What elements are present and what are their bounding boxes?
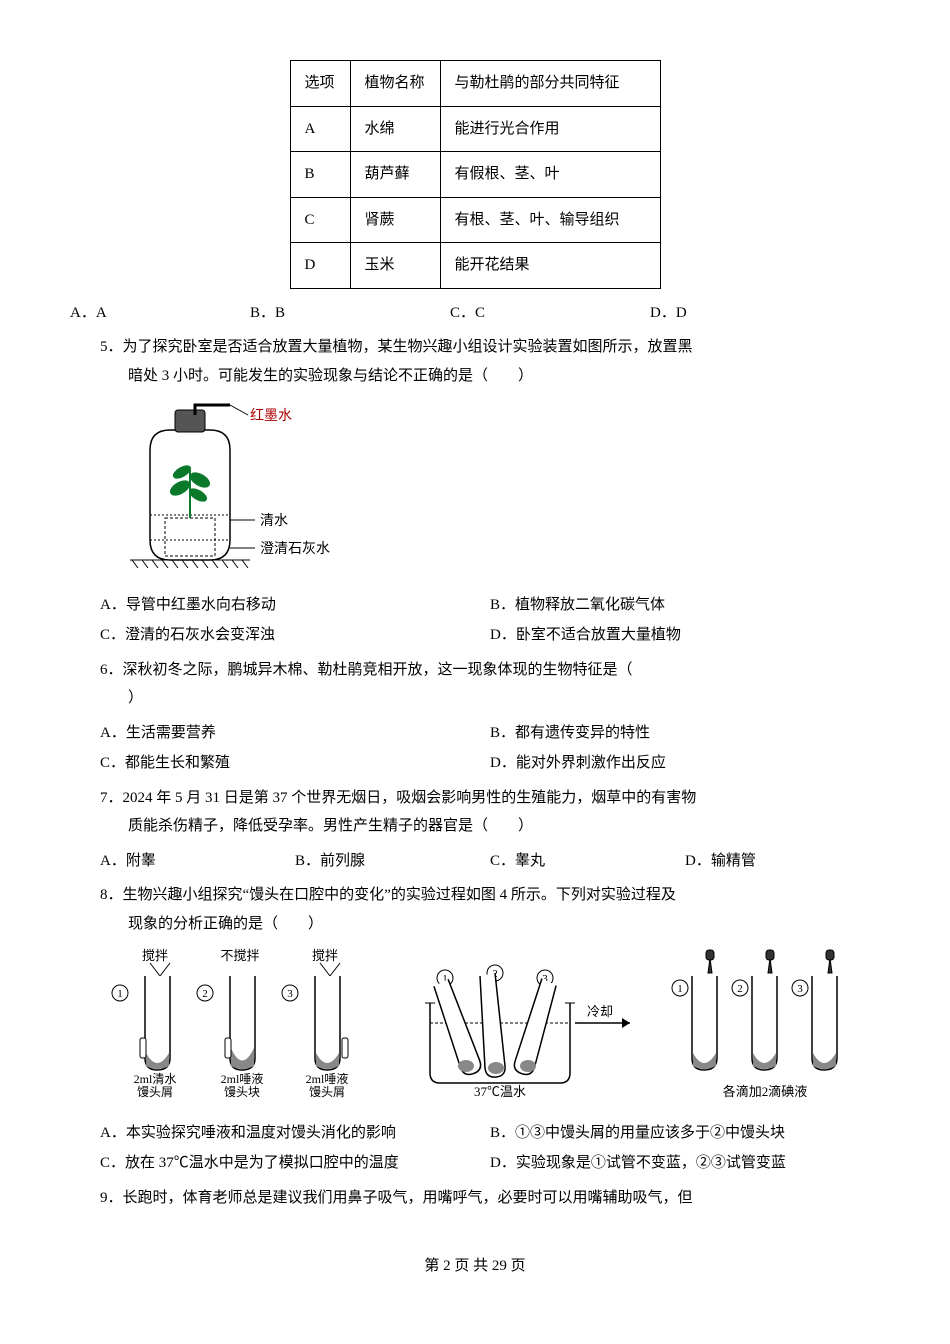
- q4-opt-d: D．D: [650, 299, 880, 328]
- label-water: 清水: [260, 513, 288, 529]
- svg-text:3: 3: [287, 988, 293, 1000]
- q5-stem-line2: 暗处 3 小时。可能发生的实验现象与结论不正确的是（ ）: [100, 362, 880, 391]
- q5-opt-c: C．澄清的石灰水会变浑浊: [100, 621, 490, 650]
- svg-text:1: 1: [677, 983, 683, 995]
- q7-stem-line2: 质能杀伤精子，降低受孕率。男性产生精子的器官是（ ）: [100, 812, 880, 841]
- q5-stem-line1: 5．为了探究卧室是否适合放置大量植物，某生物兴趣小组设计实验装置如图所示，放置黑: [100, 333, 880, 362]
- q5-opt-d: D．卧室不适合放置大量植物: [490, 621, 880, 650]
- svg-text:馒头块: 馒头块: [224, 1085, 260, 1098]
- svg-text:冷却: 冷却: [587, 1004, 613, 1019]
- q4-table: 选项 植物名称 与勒杜鹃的部分共同特征 A 水绵 能进行光合作用 B 葫芦藓 有…: [290, 60, 661, 289]
- q8-stem-line1: 8．生物兴趣小组探究“馒头在口腔中的变化”的实验过程如图 4 所示。下列对实验过…: [100, 881, 880, 910]
- table-row: D 玉米 能开花结果: [290, 243, 660, 289]
- page-footer: 第 2 页 共 29 页: [70, 1252, 880, 1281]
- svg-text:1: 1: [117, 988, 123, 1000]
- svg-text:2: 2: [737, 983, 743, 995]
- svg-text:2: 2: [202, 988, 208, 1000]
- q9-stem-line1: 9．长跑时，体育老师总是建议我们用鼻子吸气，用嘴呼气，必要时可以用嘴辅助吸气，但: [100, 1184, 880, 1213]
- svg-text:馒头屑: 馒头屑: [309, 1085, 345, 1098]
- q8-opt-c: C．放在 37℃温水中是为了模拟口腔中的温度: [100, 1149, 490, 1178]
- q9: 9．长跑时，体育老师总是建议我们用鼻子吸气，用嘴呼气，必要时可以用嘴辅助吸气，但: [100, 1184, 880, 1213]
- th-option: 选项: [290, 61, 350, 107]
- svg-text:3: 3: [797, 983, 803, 995]
- table-row: C 肾蕨 有根、茎、叶、输导组织: [290, 197, 660, 243]
- q8-opts-row1: A．本实验探究唾液和温度对馒头消化的影响 B．①③中馒头屑的用量应该多于②中馒头…: [70, 1119, 880, 1148]
- q6-stem-line2: ）: [100, 684, 880, 713]
- q5-opts-row1: A．导管中红墨水向右移动 B．植物释放二氧化碳气体: [70, 591, 880, 620]
- svg-text:2ml清水: 2ml清水: [134, 1072, 177, 1086]
- th-trait: 与勒杜鹃的部分共同特征: [440, 61, 660, 107]
- q8-opts-row2: C．放在 37℃温水中是为了模拟口腔中的温度 D．实验现象是①试管不变蓝，②③试…: [70, 1149, 880, 1178]
- q6-opts-row1: A．生活需要营养 B．都有遗传变异的特性: [70, 719, 880, 748]
- svg-text:馒头屑: 馒头屑: [137, 1085, 173, 1098]
- label-red-ink: 红墨水: [250, 408, 292, 424]
- q6-opt-d: D．能对外界刺激作出反应: [490, 749, 880, 778]
- svg-text:搅拌: 搅拌: [142, 948, 168, 963]
- q8-figure: 搅拌 不搅拌 搅拌 1 2 3 2ml清水 馒头屑 2ml唾: [100, 948, 880, 1109]
- label-limewater: 澄清石灰水: [260, 541, 330, 557]
- q5-figure: 红墨水 清水 澄清石灰水: [120, 400, 880, 581]
- q5-opts-row2: C．澄清的石灰水会变浑浊 D．卧室不适合放置大量植物: [70, 621, 880, 650]
- q6-stem-line1: 6．深秋初冬之际，鹏城异木棉、勒杜鹃竞相开放，这一现象体现的生物特征是（: [100, 656, 880, 685]
- svg-text:2ml唾液: 2ml唾液: [306, 1071, 349, 1086]
- q4-opt-a: A．A: [70, 299, 250, 328]
- q8: 8．生物兴趣小组探究“馒头在口腔中的变化”的实验过程如图 4 所示。下列对实验过…: [100, 881, 880, 938]
- q4-opt-b: B．B: [250, 299, 450, 328]
- q6-opts-row2: C．都能生长和繁殖 D．能对外界刺激作出反应: [70, 749, 880, 778]
- q6-opt-a: A．生活需要营养: [100, 719, 490, 748]
- svg-text:搅拌: 搅拌: [312, 948, 338, 963]
- q7-opt-a: A．附睾: [100, 847, 295, 876]
- q7-opt-c: C．睾丸: [490, 847, 685, 876]
- q5-opt-a: A．导管中红墨水向右移动: [100, 591, 490, 620]
- svg-text:不搅拌: 不搅拌: [220, 948, 259, 963]
- q4-opt-c: C．C: [450, 299, 650, 328]
- flask-diagram-icon: 红墨水 清水 澄清石灰水: [120, 400, 360, 570]
- q7-stem-line1: 7．2024 年 5 月 31 日是第 37 个世界无烟日，吸烟会影响男性的生殖…: [100, 784, 880, 813]
- q6-opt-c: C．都能生长和繁殖: [100, 749, 490, 778]
- q7-opt-b: B．前列腺: [295, 847, 490, 876]
- test-tube-diagram-icon: 搅拌 不搅拌 搅拌 1 2 3 2ml清水 馒头屑 2ml唾: [100, 948, 880, 1098]
- q7: 7．2024 年 5 月 31 日是第 37 个世界无烟日，吸烟会影响男性的生殖…: [100, 784, 880, 841]
- q6-opt-b: B．都有遗传变异的特性: [490, 719, 880, 748]
- q4-options: A．A B．B C．C D．D: [70, 299, 880, 328]
- q8-opt-b: B．①③中馒头屑的用量应该多于②中馒头块: [490, 1119, 880, 1148]
- q7-opts: A．附睾 B．前列腺 C．睾丸 D．输精管: [70, 847, 880, 876]
- q6: 6．深秋初冬之际，鹏城异木棉、勒杜鹃竞相开放，这一现象体现的生物特征是（ ）: [100, 656, 880, 713]
- svg-text:2ml唾液: 2ml唾液: [221, 1071, 264, 1086]
- q7-opt-d: D．输精管: [685, 847, 880, 876]
- q5: 5．为了探究卧室是否适合放置大量植物，某生物兴趣小组设计实验装置如图所示，放置黑…: [100, 333, 880, 390]
- q8-opt-a: A．本实验探究唾液和温度对馒头消化的影响: [100, 1119, 490, 1148]
- svg-text:37℃温水: 37℃温水: [474, 1084, 526, 1098]
- q5-opt-b: B．植物释放二氧化碳气体: [490, 591, 880, 620]
- table-row: B 葫芦藓 有假根、茎、叶: [290, 152, 660, 198]
- q8-stem-line2: 现象的分析正确的是（ ）: [100, 910, 880, 939]
- q8-opt-d: D．实验现象是①试管不变蓝，②③试管变蓝: [490, 1149, 880, 1178]
- table-row: A 水绵 能进行光合作用: [290, 106, 660, 152]
- svg-text:各滴加2滴碘液: 各滴加2滴碘液: [723, 1084, 808, 1098]
- th-plant: 植物名称: [350, 61, 440, 107]
- table-header-row: 选项 植物名称 与勒杜鹃的部分共同特征: [290, 61, 660, 107]
